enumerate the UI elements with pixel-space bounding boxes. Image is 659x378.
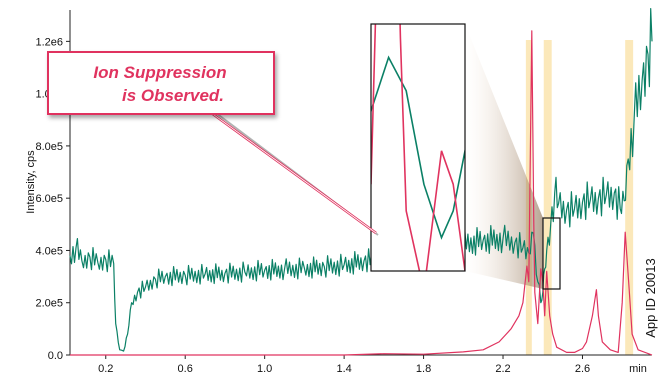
y-tick-label-0: 0.0: [48, 350, 63, 362]
x-tick-label-2: 1.0: [257, 363, 272, 375]
y-tick-label-6: 1.2e6: [35, 36, 63, 48]
y-tick-label-2: 4.0e5: [35, 245, 63, 257]
x-tick-label-6: 2.6: [575, 363, 590, 375]
x-axis-unit: min: [629, 363, 647, 375]
series-line-2: [70, 30, 653, 356]
zoom-connector: [465, 24, 543, 289]
highlight-bands: [525, 40, 634, 355]
callout-line-2: is Observed.: [122, 86, 224, 105]
y-tick-label-1: 2.0e5: [35, 298, 63, 310]
x-tick-label-3: 1.4: [336, 363, 351, 375]
y-axis-title: Intensity, cps: [25, 150, 37, 214]
y-tick-label-4: 8.0e5: [35, 141, 63, 153]
x-tick-label-0: 0.2: [98, 363, 113, 375]
x-tick-label-1: 0.6: [178, 363, 193, 375]
inset-frame: [370, 23, 466, 272]
x-ticks: 0.2 0.6 1.0 1.4 1.8 2.2 2.6: [98, 355, 590, 375]
x-tick-label-5: 2.2: [495, 363, 510, 375]
callout-pointer-inner: [209, 111, 377, 234]
annotation-callout: Ion Suppression is Observed.: [47, 51, 379, 236]
zoom-source-box: [542, 217, 561, 290]
callout-box: [47, 51, 275, 115]
series: [69, 8, 653, 356]
zoom-wedge: [465, 24, 543, 289]
inset-frame-border: [370, 23, 466, 272]
app-id-watermark: App ID 20013: [643, 258, 658, 338]
series-line-1: [69, 8, 653, 352]
y-tick-label-3: 6.0e5: [35, 193, 63, 205]
x-tick-label-4: 1.8: [416, 363, 431, 375]
highlight-band-2: [543, 40, 552, 355]
highlight-band-3: [625, 40, 634, 355]
callout-line-1: Ion Suppression: [93, 63, 226, 82]
